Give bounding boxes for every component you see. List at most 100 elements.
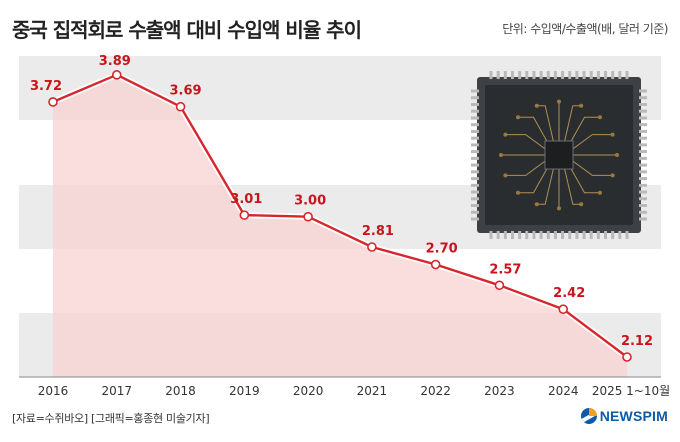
- unit-label: 단위: 수입액/수출액(배, 달러 기준): [502, 22, 668, 36]
- chip-trace: [518, 164, 550, 194]
- chip-pin: [639, 177, 647, 181]
- chip-pin: [471, 129, 479, 133]
- chip-pin: [471, 150, 479, 154]
- x-tick-label: 2020: [293, 384, 324, 398]
- chip-pin: [639, 102, 647, 106]
- chip-pin: [582, 71, 586, 79]
- chip-pin: [510, 71, 514, 79]
- chip-pin: [471, 217, 479, 221]
- chip-pad: [534, 103, 539, 108]
- chip-pin: [471, 170, 479, 174]
- chip-pin: [568, 71, 572, 79]
- chip-pin: [639, 96, 647, 100]
- chip-pin: [496, 71, 500, 79]
- chip-pin: [639, 136, 647, 140]
- data-point: [558, 304, 569, 314]
- newspim-logo-text: NEWSPIM: [599, 408, 668, 424]
- data-point: [430, 259, 441, 270]
- chip-pin: [639, 210, 647, 214]
- series-line: [51, 71, 629, 360]
- chip-pin: [639, 116, 647, 120]
- chip-pin: [639, 197, 647, 201]
- chip-pin: [639, 89, 647, 93]
- data-point: [494, 280, 505, 291]
- chip-pin: [546, 231, 550, 239]
- chip-pad: [615, 153, 619, 157]
- chip-pin: [639, 170, 647, 174]
- chip-pin: [510, 231, 514, 239]
- x-tick-label: 2018: [165, 384, 196, 398]
- chip-pin: [596, 71, 600, 79]
- chip-pin: [639, 156, 647, 160]
- x-tick-label: 2025 1~10월: [592, 384, 670, 398]
- x-tick-label: 2023: [484, 384, 515, 398]
- chip-pin: [611, 231, 615, 239]
- chip-pin: [525, 71, 529, 79]
- chip-pad: [499, 153, 503, 157]
- chip-pin: [471, 190, 479, 194]
- chip-pin: [582, 231, 586, 239]
- newspim-logo-icon: [580, 408, 597, 424]
- chip-trace: [518, 116, 550, 146]
- microchip-illustration: [471, 71, 647, 239]
- x-tick-label: 2022: [420, 384, 451, 398]
- chip-pin: [518, 231, 522, 239]
- x-tick-label: 2016: [38, 384, 69, 398]
- data-points: [48, 70, 632, 362]
- chip-pin: [639, 109, 647, 113]
- x-tick-label: 2019: [229, 384, 260, 398]
- chip-pin: [553, 71, 557, 79]
- chart-title: 중국 집적회로 수출액 대비 수입액 비율 추이: [12, 18, 362, 42]
- chip-pin: [589, 231, 593, 239]
- chip-pin: [639, 190, 647, 194]
- chip-pin: [532, 71, 536, 79]
- chip-pin: [471, 177, 479, 181]
- chip-trace: [571, 159, 613, 176]
- chip-pin: [471, 197, 479, 201]
- chip-pad: [516, 190, 520, 195]
- chip-trace: [505, 134, 547, 151]
- chip-core: [544, 140, 574, 170]
- chip-pin: [618, 231, 622, 239]
- chip-pin: [639, 129, 647, 133]
- chip-pin: [639, 183, 647, 187]
- chip-pin: [639, 163, 647, 167]
- chip-pad: [557, 99, 561, 104]
- chip-pin: [471, 136, 479, 140]
- chip-pin: [625, 231, 629, 239]
- chip-trace: [536, 105, 555, 143]
- newspim-logo: NEWSPIM: [580, 408, 668, 424]
- chip-pin: [489, 71, 493, 79]
- chip-trace: [536, 167, 555, 205]
- chip-pin: [639, 123, 647, 127]
- area-polygon: [53, 74, 627, 378]
- data-point: [48, 97, 58, 107]
- x-tick-label: 2017: [102, 384, 133, 398]
- chip-pin: [639, 204, 647, 208]
- chip-trace: [571, 134, 613, 151]
- chip-pin: [471, 143, 479, 147]
- chip-pin: [639, 217, 647, 221]
- chip-pad: [503, 173, 508, 178]
- chip-pad: [579, 103, 584, 108]
- chip-pad: [557, 206, 561, 211]
- chip-pin: [471, 204, 479, 208]
- data-label: 3.01: [230, 192, 262, 207]
- chip-pad: [598, 190, 602, 195]
- data-label: 3.00: [294, 194, 326, 209]
- chip-pin: [561, 71, 565, 79]
- chip-pin: [561, 231, 565, 239]
- data-labels: 3.72 3.89 3.69 3.01 3.00 2.81 2.70 2.57 2.42 2.12: [30, 54, 653, 349]
- chip-pin: [471, 109, 479, 113]
- chip-pad: [610, 173, 615, 178]
- chip-pin: [596, 231, 600, 239]
- chip-pin: [532, 231, 536, 239]
- chip-pin: [471, 116, 479, 120]
- chip-pin: [471, 210, 479, 214]
- data-point: [367, 242, 377, 252]
- chip-pad: [610, 132, 615, 137]
- source-credit: [자료=수쥐바오] [그래픽=홍종현 미술기자]: [12, 412, 210, 425]
- data-label: 2.70: [426, 242, 458, 257]
- data-point: [111, 70, 122, 80]
